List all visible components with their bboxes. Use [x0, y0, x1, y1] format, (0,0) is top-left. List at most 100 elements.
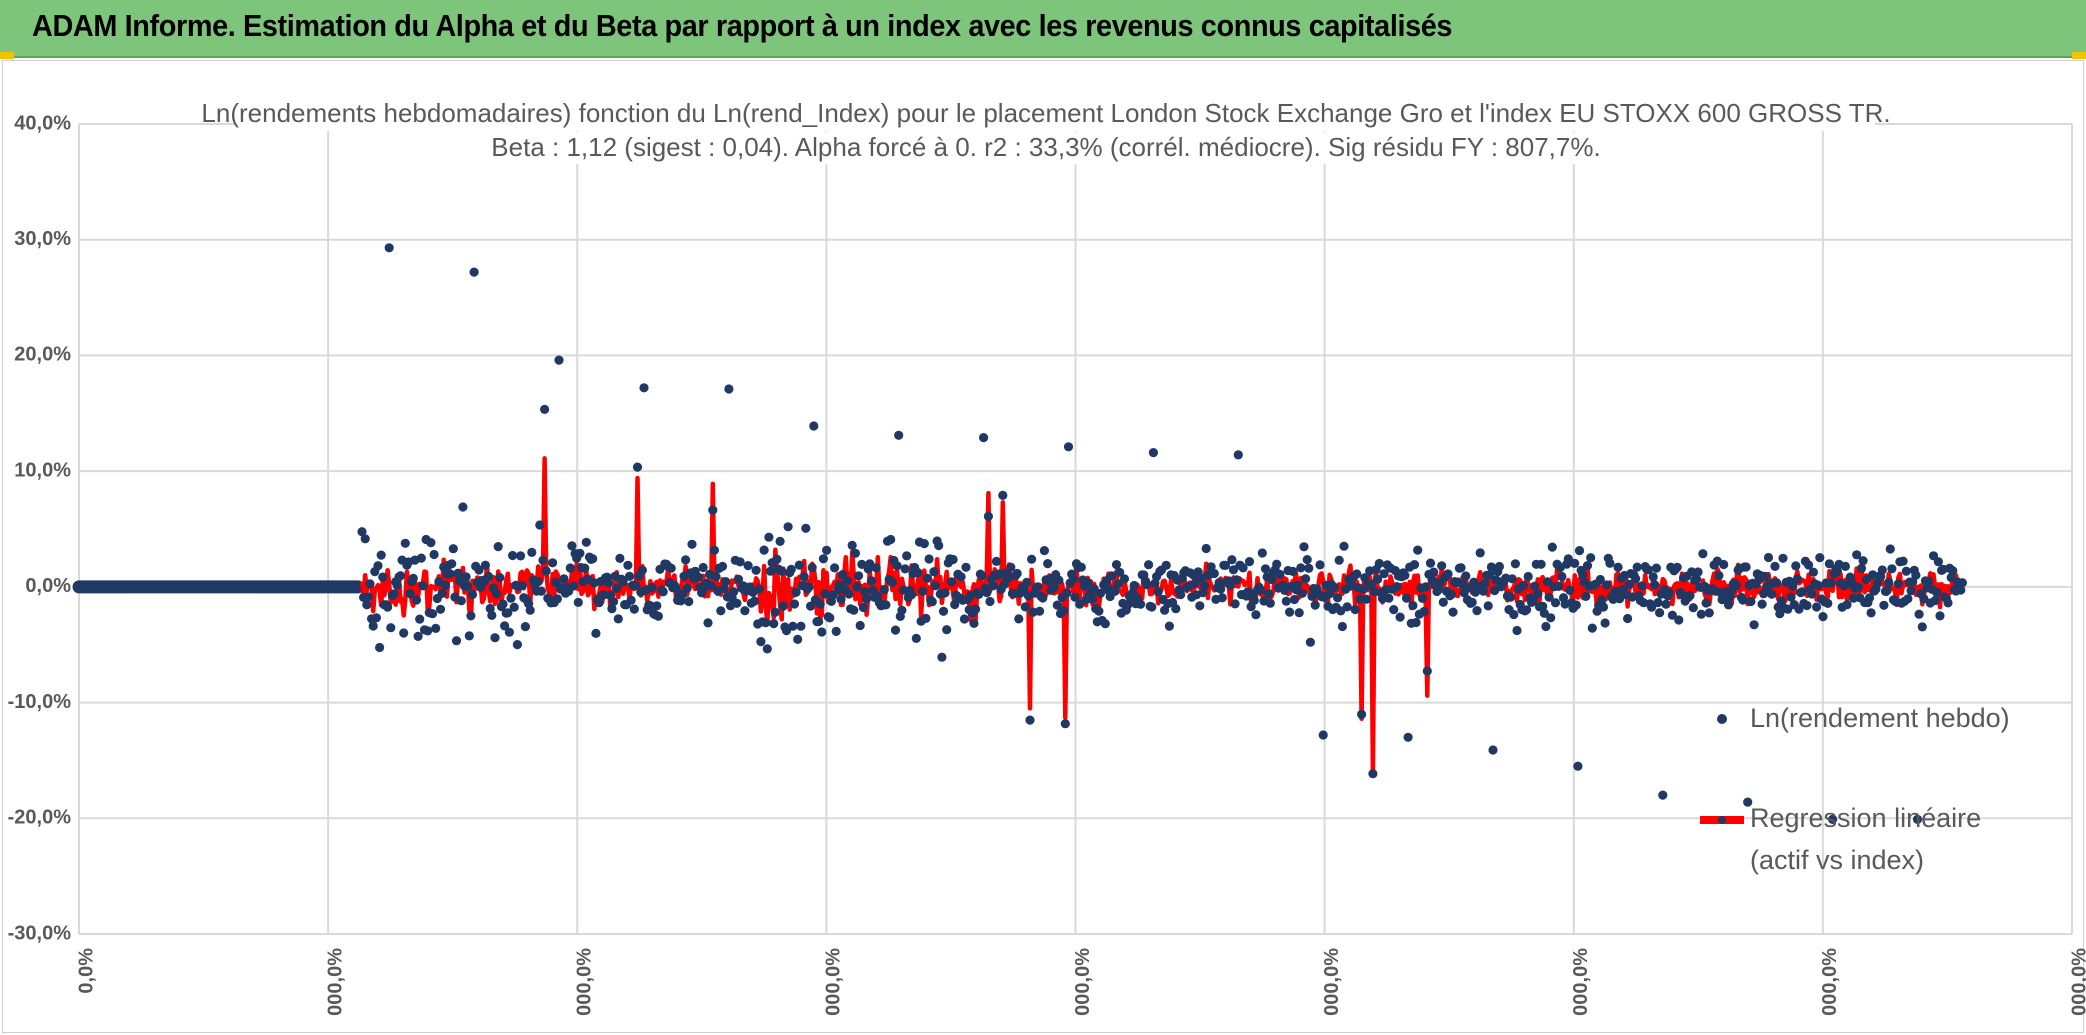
data-point: [927, 597, 937, 607]
data-point: [1749, 620, 1759, 630]
legend-marker-regression-dot: [1718, 816, 1726, 824]
data-point: [1304, 563, 1314, 573]
data-point: [764, 532, 774, 542]
data-point: [979, 433, 989, 443]
data-point: [652, 601, 662, 611]
x-tick-label: 000,0%: [1570, 948, 1592, 1016]
data-point: [395, 571, 406, 581]
data-point: [817, 627, 827, 637]
legend-label-regression: Regression linéaire: [1750, 803, 1981, 833]
data-point: [1832, 566, 1842, 577]
data-point: [1422, 666, 1432, 676]
data-point: [1060, 719, 1070, 729]
data-point: [1647, 602, 1657, 612]
data-point: [1598, 602, 1609, 612]
data-point: [554, 355, 564, 365]
data-point: [1776, 596, 1786, 606]
data-point: [1480, 578, 1490, 589]
data-point: [1437, 561, 1447, 571]
data-point: [1901, 566, 1911, 576]
data-point: [983, 511, 994, 521]
data-point: [844, 589, 854, 599]
data-point: [1267, 575, 1277, 585]
data-point: [781, 626, 792, 636]
data-point: [681, 555, 691, 565]
chart-title: Ln(rendements hebdomadaires) fonction du…: [201, 98, 1890, 128]
data-point: [1651, 563, 1661, 573]
data-point: [769, 619, 779, 629]
y-tick-label: -20,0%: [8, 807, 72, 829]
data-point: [1285, 607, 1295, 617]
data-point: [1305, 637, 1315, 647]
data-point: [362, 600, 372, 610]
data-point: [772, 554, 782, 564]
data-point: [716, 606, 726, 616]
data-point: [632, 462, 643, 472]
data-point: [892, 561, 902, 571]
data-point: [1049, 583, 1059, 593]
data-point: [580, 563, 590, 573]
data-point: [950, 599, 960, 610]
data-point: [1400, 570, 1410, 581]
data-point: [1957, 578, 1967, 588]
data-point: [1350, 604, 1360, 615]
data-point: [525, 605, 535, 615]
legend-marker-points: [1717, 714, 1727, 724]
data-point: [1506, 592, 1516, 602]
data-point: [1421, 582, 1431, 592]
data-point: [487, 610, 497, 621]
data-point: [985, 596, 995, 607]
data-point: [1541, 621, 1551, 632]
data-point: [982, 588, 992, 598]
data-point: [1688, 603, 1698, 613]
data-point: [1027, 554, 1037, 564]
data-point: [1530, 581, 1540, 591]
data-point: [423, 626, 433, 636]
data-point: [1632, 562, 1642, 572]
data-point: [1144, 560, 1154, 570]
data-point: [887, 577, 897, 587]
data-point: [1879, 600, 1889, 610]
data-point: [1704, 608, 1714, 618]
data-point: [389, 589, 399, 599]
x-tick-label: 000,0%: [574, 948, 596, 1016]
data-point: [1613, 562, 1623, 572]
data-point: [1275, 569, 1285, 580]
data-point: [1693, 567, 1703, 577]
data-point: [831, 626, 841, 637]
gridlines: [78, 123, 2073, 935]
data-point: [991, 556, 1002, 567]
data-point: [961, 562, 971, 572]
data-point: [559, 574, 569, 584]
y-tick-label: 20,0%: [14, 344, 71, 366]
data-point: [794, 560, 804, 570]
data-point: [1698, 549, 1708, 559]
data-point: [1083, 578, 1093, 588]
data-point: [959, 614, 970, 624]
data-point: [871, 563, 881, 573]
data-point: [427, 609, 438, 619]
data-point: [1507, 574, 1517, 584]
data-point: [485, 603, 495, 614]
data-point: [378, 572, 388, 582]
data-point: [623, 560, 633, 570]
data-point: [971, 604, 981, 614]
data-point: [426, 538, 436, 548]
data-point: [376, 550, 386, 560]
data-point: [1438, 597, 1448, 607]
data-point: [1260, 564, 1271, 574]
data-point: [687, 539, 697, 549]
data-point: [568, 581, 579, 591]
data-point: [1898, 556, 1908, 566]
data-point: [1595, 574, 1605, 585]
data-point: [1547, 542, 1557, 552]
data-point: [1052, 600, 1062, 610]
data-point: [717, 561, 728, 572]
data-point: [855, 620, 865, 631]
data-point: [607, 604, 617, 614]
data-point: [1903, 594, 1913, 604]
data-point: [1563, 554, 1573, 564]
data-point: [1539, 608, 1549, 618]
data-point: [1738, 595, 1748, 605]
data-point: [786, 564, 796, 575]
